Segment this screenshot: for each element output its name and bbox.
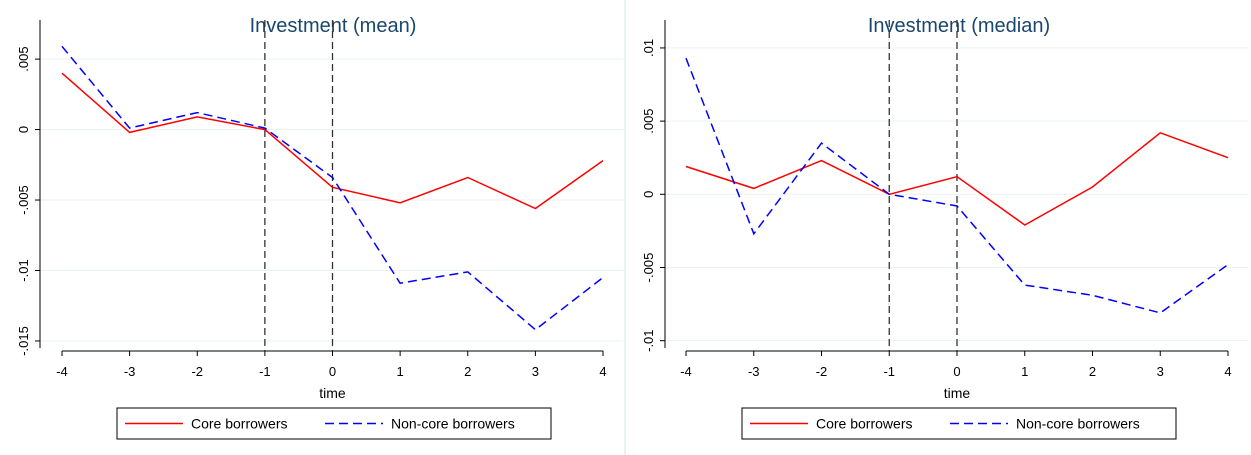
series-line-noncore [61,45,604,331]
series-line-noncore [685,57,1229,314]
chart-median: Investment (median) .01 .005 0 -.005 -.01 -4 -3… [641,15,1248,440]
series-line-core [685,131,1229,226]
y-tick-label: -.005 [16,185,31,215]
panel-divider [624,0,626,455]
x-tick-label: -1 [883,364,895,379]
y-tick-label: .005 [16,46,31,71]
x-tick-label: -4 [56,364,68,379]
x-tick-label: 1 [1021,364,1028,379]
legend-label-core: Core borrowers [816,416,912,432]
chart-title: Investment (median) [868,15,1050,37]
x-tick-label: -3 [124,364,136,379]
y-tick-label: .005 [641,108,656,133]
x-tick-label: 2 [464,364,471,379]
chart-panel-mean: Investment (mean) .005 0 -.005 -.01 -.015 -4 -3… [0,0,625,455]
x-tick-label: 0 [329,364,336,379]
y-tick-label: 0 [16,126,31,133]
chart-panel-median: Investment (median) .01 .005 0 -.005 -.01 -4 -3… [626,0,1251,455]
x-tick-label: -1 [259,364,271,379]
x-tick-label: -3 [748,364,760,379]
x-tick-label: -4 [680,364,692,379]
x-tick-label: 2 [1089,364,1096,379]
series-line-core [61,72,604,210]
legend-label-noncore: Non-core borrowers [391,416,515,432]
x-axis-label: time [944,385,971,401]
x-tick-label: 0 [953,364,960,379]
legend-label-core: Core borrowers [191,416,287,432]
y-tick-label: -.015 [16,326,31,356]
x-tick-label: -2 [191,364,203,379]
y-tick-label: 0 [641,191,656,198]
y-tick-label: -.01 [16,259,31,281]
y-tick-label: -.01 [641,329,656,351]
x-tick-label: 1 [397,364,404,379]
x-tick-label: 3 [532,364,539,379]
x-tick-label: -2 [816,364,828,379]
y-tick-label: -.005 [641,253,656,283]
y-tick-label: .01 [641,39,656,57]
x-axis-label: time [319,385,346,401]
x-tick-label: 3 [1157,364,1164,379]
x-tick-label: 4 [599,364,606,379]
x-tick-label: 4 [1224,364,1231,379]
legend-label-noncore: Non-core borrowers [1016,416,1140,432]
